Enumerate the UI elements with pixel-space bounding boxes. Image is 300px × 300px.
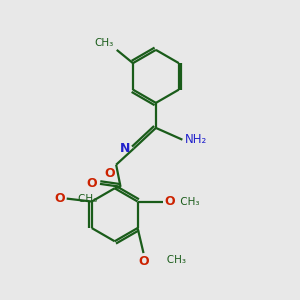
Text: NH₂: NH₂ — [185, 133, 207, 146]
Text: CH₃: CH₃ — [94, 38, 114, 47]
Text: O: O — [164, 195, 175, 208]
Text: CH₃: CH₃ — [65, 194, 98, 204]
Text: O: O — [86, 177, 97, 190]
Text: O: O — [55, 192, 65, 205]
Text: N: N — [120, 142, 130, 155]
Text: CH₃: CH₃ — [143, 255, 185, 266]
Text: CH₃: CH₃ — [164, 196, 200, 206]
Text: O: O — [138, 255, 149, 268]
Text: O: O — [104, 167, 115, 180]
